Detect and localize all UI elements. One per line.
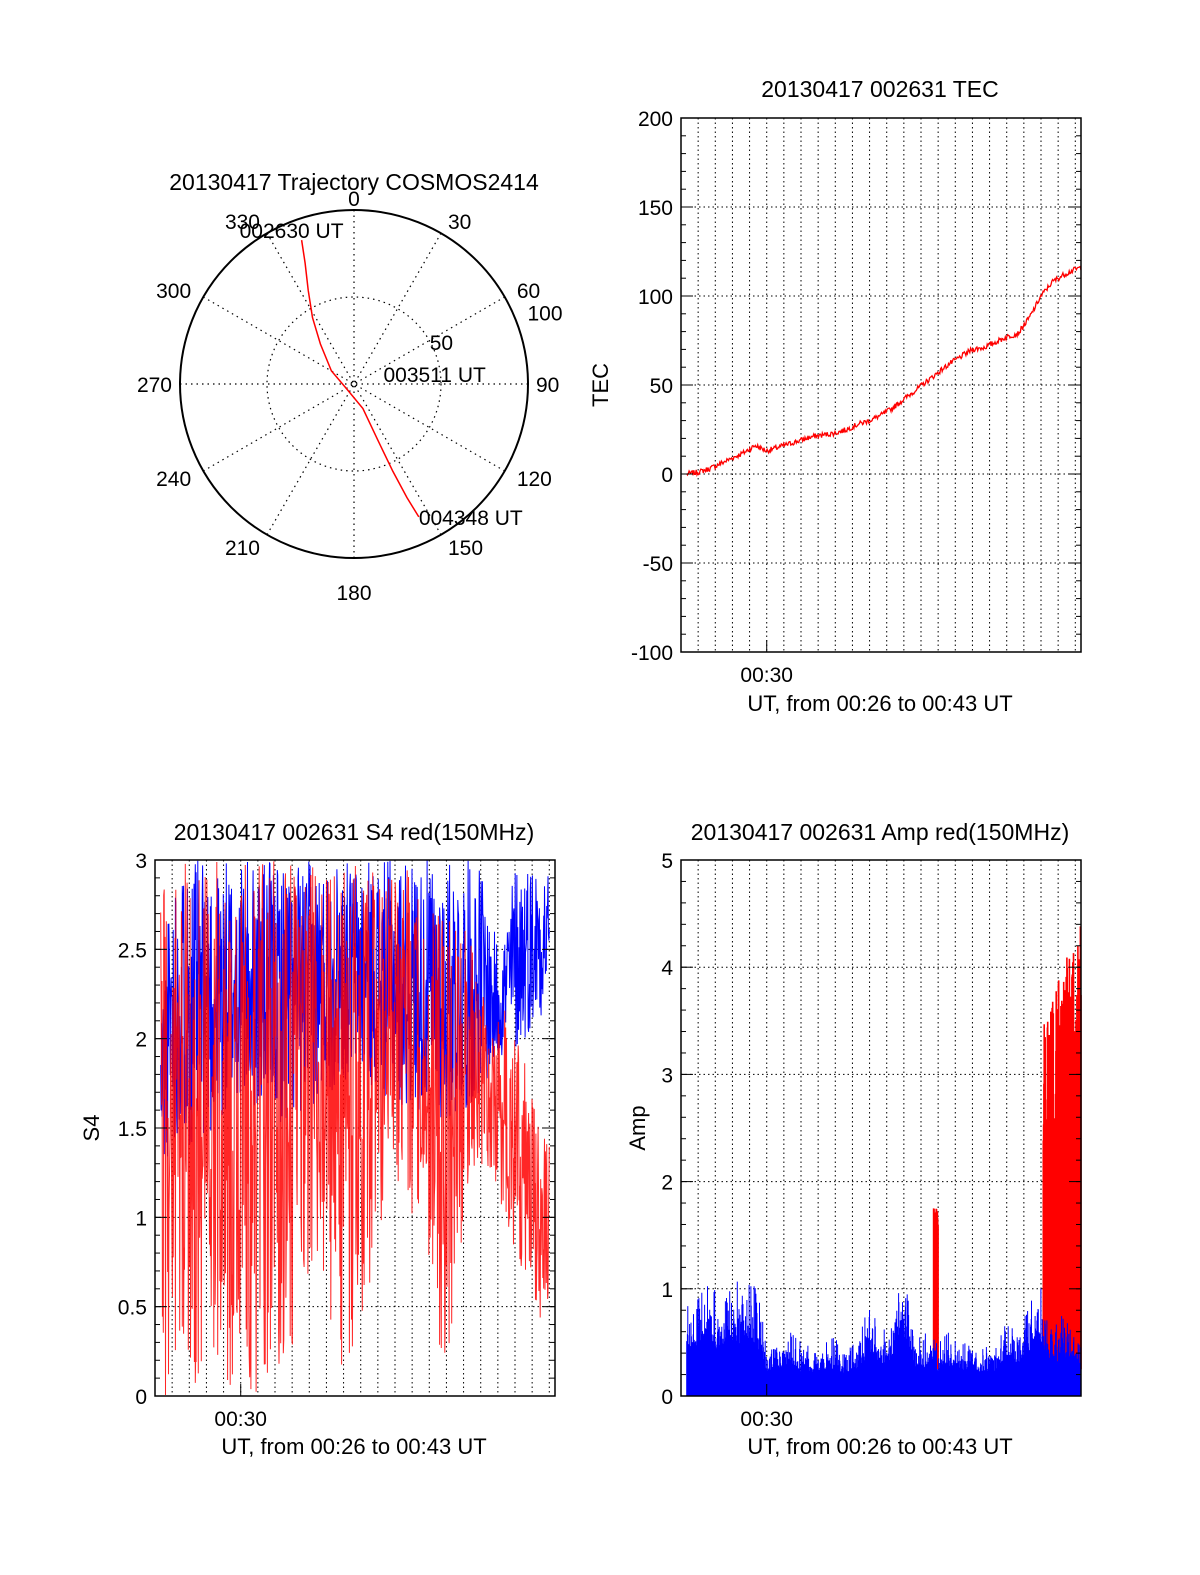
azimuth-label-300: 300 [156,280,191,303]
y-tick-label: 5 [661,850,673,873]
azimuth-label-270: 270 [137,374,172,397]
y-tick-label: 0.5 [118,1297,147,1320]
azimuth-label-210: 210 [225,537,260,560]
azimuth-label-60: 60 [517,280,540,303]
amp-panel: 20130417 002631 Amp red(150MHz) Amp UT, … [625,819,1082,1459]
axes: 0 1 2 3 4 5 00:30 [661,850,1082,1431]
tec-panel: 20130417 002631 TEC TEC UT, from 00:26 t… [588,76,1082,716]
tec-ylabel: TEC [588,363,613,407]
trajectory-annotation: 002630 UT [240,220,344,243]
azimuth-label-30: 30 [448,211,471,234]
y-tick-label: 150 [638,197,673,220]
amp-series-red [1042,926,1082,1370]
tec-title: 20130417 002631 TEC [761,76,998,102]
grid [681,860,1081,1396]
trajectory-annotation: 003511 UT [383,364,486,387]
azimuth-label-330: 330 [225,211,260,234]
s4-title: 20130417 002631 S4 red(150MHz) [174,819,535,845]
amp-title: 20130417 002631 Amp red(150MHz) [691,819,1069,845]
axes: -100 -50 0 50 100 150 200 00:30 [631,108,1082,687]
axes-frame [680,859,1082,1397]
trajectory-series: 002630 UT 003511 UT 004348 UT [240,220,523,530]
y-tick-label: 50 [650,375,673,398]
amp-xlabel: UT, from 00:26 to 00:43 UT [747,1434,1012,1459]
s4-plot-area: 0 0.5 1 1.5 2 2.5 3 00:30 [118,850,556,1431]
s4-panel: 20130417 002631 S4 red(150MHz) S4 UT, fr… [79,819,556,1459]
tec-xlabel: UT, from 00:26 to 00:43 UT [747,691,1012,716]
s4-series-layer [160,860,550,1396]
y-tick-label: 100 [638,286,673,309]
radial-label-50: 50 [430,332,453,355]
tec-plot-area: -100 -50 0 50 100 150 200 00:30 [631,108,1082,687]
y-tick-label: 1 [135,1207,147,1230]
tec-line [686,265,1082,478]
y-tick-label: 4 [661,957,673,980]
trajectory-grid [179,209,529,559]
trajectory-line [300,240,420,518]
axes: 0 0.5 1 1.5 2 2.5 3 00:30 [118,850,556,1431]
y-tick-label: 0 [135,1386,147,1409]
amp-series-blue [686,1281,1082,1396]
azimuth-label-120: 120 [517,468,552,491]
y-tick-label: 2 [661,1172,673,1195]
y-tick-label: 200 [638,108,673,131]
s4-ylabel: S4 [79,1115,104,1142]
x-tick-label: 00:30 [740,1408,793,1431]
amp-series-red [932,1208,939,1370]
azimuth-label-180: 180 [336,582,371,605]
x-tick-label: 00:30 [214,1408,267,1431]
y-tick-label: 2 [135,1029,147,1052]
trajectory-annotation: 004348 UT [419,507,523,530]
azimuth-label-240: 240 [156,468,191,491]
grid [681,118,1081,652]
y-tick-label: -100 [631,642,673,665]
y-tick-label: 2.5 [118,939,147,962]
trajectory-labels: 0 30 60 90 120 150 180 210 240 270 300 330 50 100 [137,188,563,605]
polar-ring-50 [266,296,442,472]
x-tick-label: 00:30 [740,664,793,687]
trajectory-panel: 20130417 Trajectory COSMOS2414 0 30 60 90 12… [137,169,563,605]
radial-label-100: 100 [528,302,563,325]
amp-series-layer [686,926,1082,1396]
trajectory-title: 20130417 Trajectory COSMOS2414 [169,169,539,195]
s4-series-red [160,861,550,1396]
y-tick-label: 3 [661,1064,673,1087]
y-tick-label: 1.5 [118,1118,147,1141]
s4-xlabel: UT, from 00:26 to 00:43 UT [221,1434,486,1459]
azimuth-label-150: 150 [448,537,483,560]
y-tick-label: 3 [135,850,147,873]
amp-ylabel: Amp [625,1105,650,1150]
y-tick-label: 0 [661,464,673,487]
y-tick-label: 1 [661,1279,673,1302]
azimuth-label-0: 0 [348,188,360,211]
amp-plot-area: 0 1 2 3 4 5 00:30 [661,850,1082,1431]
y-tick-label: -50 [643,553,673,576]
azimuth-label-90: 90 [536,374,559,397]
y-tick-label: 0 [661,1386,673,1409]
